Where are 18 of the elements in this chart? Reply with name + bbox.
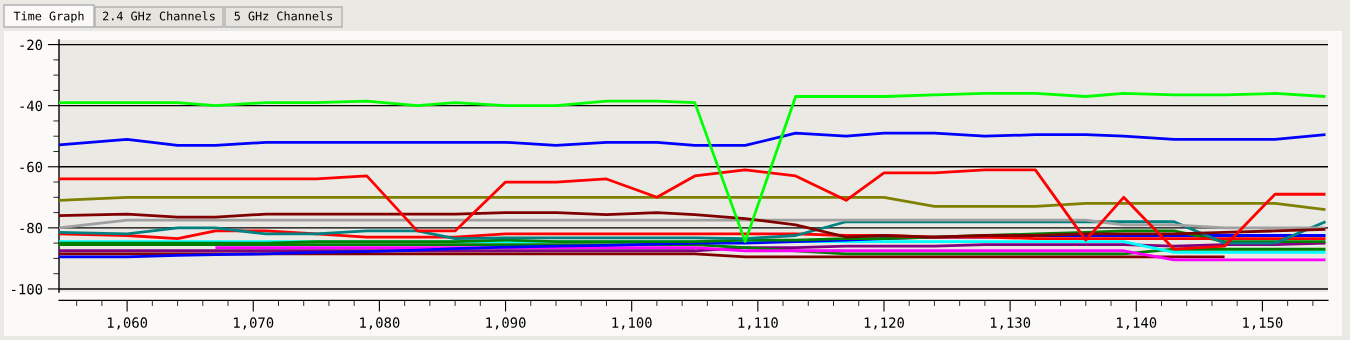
x-tick-label: 1,060: [107, 317, 148, 330]
x-tick-label: 1,130: [990, 317, 1031, 330]
x-tick-label: 1,140: [1117, 317, 1157, 330]
y-tick-label: -20: [20, 39, 43, 51]
x-tick-label: 1,090: [486, 317, 526, 330]
text: 2.4 GHz Channels: [103, 11, 215, 21]
x-tick-label: 1,070: [234, 317, 274, 330]
text: Time Graph: [13, 11, 84, 23]
y-tick-label: -40: [20, 100, 43, 112]
y-tick-label: -100: [12, 283, 43, 295]
x-tick-label: 1,110: [738, 317, 778, 330]
x-tick-label: 1,150: [1243, 317, 1283, 330]
x-tick-label: 1,080: [360, 317, 400, 330]
x-tick-label: 1,100: [612, 317, 652, 330]
y-tick-label: -60: [20, 161, 43, 173]
text: 5 GHz Channels: [234, 11, 333, 21]
y-tick-label: -80: [20, 222, 43, 234]
x-tick-label: 1,120: [864, 317, 904, 330]
